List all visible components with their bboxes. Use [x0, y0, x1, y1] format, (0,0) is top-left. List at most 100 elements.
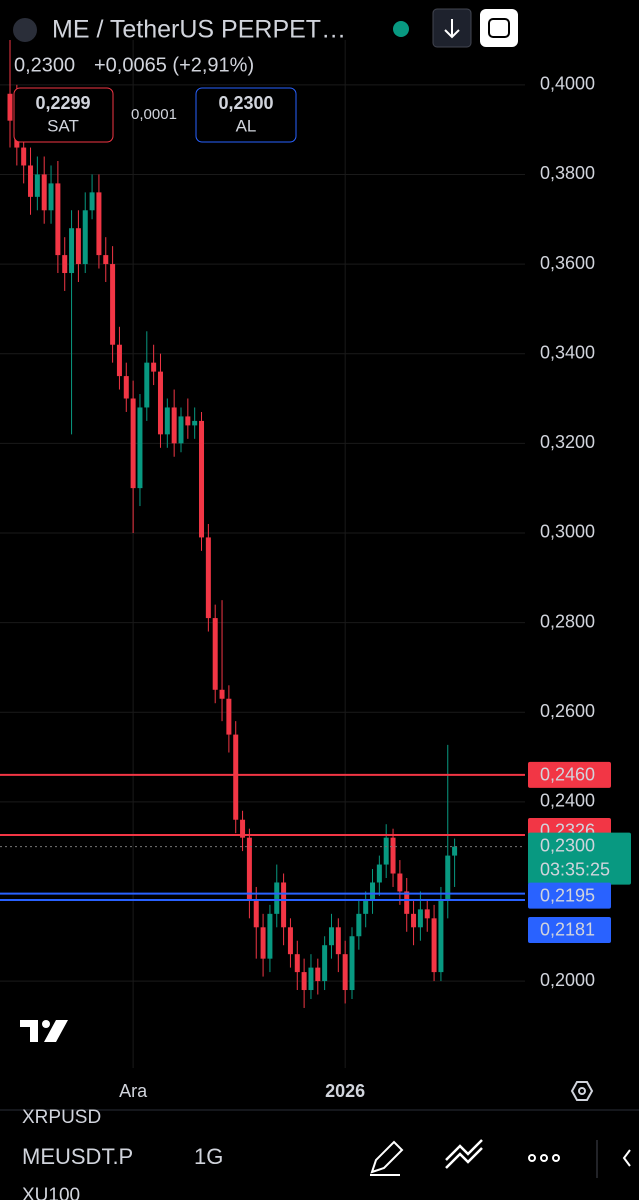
y-tick-label: 0,3600: [540, 253, 595, 273]
candle-body: [21, 147, 27, 166]
candle-body: [431, 918, 437, 973]
y-tick-label: 0,2400: [540, 791, 595, 811]
candle-body: [171, 407, 177, 444]
interval[interactable]: 1G: [194, 1144, 223, 1169]
candle-body: [308, 967, 314, 991]
download-icon: [444, 19, 460, 39]
symbol-icon[interactable]: [13, 18, 37, 42]
candle-body: [199, 420, 205, 538]
y-tick-label: 0,2000: [540, 970, 595, 990]
candle-body: [123, 376, 129, 399]
draw-tool[interactable]: [370, 1140, 404, 1176]
candle-body: [7, 93, 13, 121]
candle-body: [363, 900, 369, 914]
tv-logo: [20, 1020, 68, 1042]
axis-settings-dot: [578, 1087, 586, 1095]
y-tick-label: 0,3400: [540, 342, 595, 362]
candle-body: [137, 407, 143, 489]
sell-price: 0,2299: [35, 93, 90, 113]
countdown: 03:35:25: [540, 859, 610, 879]
candle-body: [322, 945, 328, 982]
candle-body: [151, 362, 157, 372]
candle-body: [164, 407, 170, 435]
candle-body: [144, 362, 150, 408]
axis-settings[interactable]: [570, 1081, 594, 1101]
prev-symbol[interactable]: XRPUSD: [22, 1107, 101, 1128]
candle-body: [370, 882, 376, 901]
candle-body: [28, 165, 34, 197]
price-change: +0,0065 (+2,91%): [94, 54, 254, 76]
candle-body: [253, 900, 259, 928]
spread: 0,0001: [131, 106, 177, 123]
buy-label: AL: [236, 116, 257, 135]
current-price-label: 0,2300: [540, 835, 595, 855]
candle-body: [274, 882, 280, 914]
candle-body: [417, 909, 423, 928]
sell-label: SAT: [47, 116, 79, 135]
level-label: 0,2195: [540, 885, 595, 905]
level-label-bg: [528, 916, 611, 943]
candle-body: [445, 855, 451, 901]
candle-body: [424, 909, 430, 919]
candle-body: [116, 344, 122, 377]
current-price-tag: [528, 832, 631, 885]
candle-body: [82, 210, 88, 265]
y-tick-label: 0,3800: [540, 163, 595, 183]
candle-body: [55, 183, 61, 256]
scroll-arrow[interactable]: [622, 1149, 631, 1167]
layout-button[interactable]: [480, 9, 518, 47]
candle-body: [96, 192, 102, 256]
tv-logo-dot: [42, 1020, 50, 1028]
candle-body: [301, 972, 307, 991]
candle-body: [383, 837, 389, 865]
candle-body: [233, 734, 239, 820]
symbol[interactable]: MEUSDT.P: [22, 1144, 133, 1169]
candle-body: [281, 882, 287, 928]
candle-body: [397, 873, 403, 892]
candle-body: [246, 837, 252, 901]
candle-body: [267, 913, 273, 959]
more-menu[interactable]: [528, 1154, 560, 1162]
candle-body: [212, 618, 218, 690]
candle-body: [315, 967, 321, 982]
candle-body: [34, 174, 40, 197]
candle-body: [41, 174, 47, 211]
candle-body: [349, 936, 355, 991]
candle-body: [205, 537, 211, 619]
symbol-title[interactable]: ME / TetherUS PERPET…: [52, 16, 346, 44]
y-tick-label: 0,2600: [540, 701, 595, 721]
candle-body: [452, 846, 458, 856]
candle-body: [157, 371, 163, 435]
y-tick-label: 0,3200: [540, 432, 595, 452]
y-tick-label: 0,3000: [540, 522, 595, 542]
candle-body: [62, 255, 68, 274]
next-symbol[interactable]: XU100: [22, 1185, 80, 1200]
candle-body: [240, 819, 246, 838]
candle-body: [226, 698, 232, 735]
level-label: 0,2460: [540, 765, 595, 785]
candle-body: [342, 954, 348, 991]
indicators-tool[interactable]: [445, 1139, 483, 1169]
layout-icon: [488, 18, 510, 38]
candle-body: [48, 183, 54, 211]
candle-body: [192, 420, 198, 426]
level-label-bg: [528, 761, 611, 788]
candle-body: [328, 927, 334, 946]
buy-button[interactable]: [195, 87, 297, 143]
candle-body: [185, 416, 191, 426]
level-label: 0,2181: [540, 920, 595, 940]
candle-body: [404, 891, 410, 914]
candle-body: [390, 837, 396, 874]
market-status[interactable]: [393, 21, 409, 37]
candle-body: [260, 927, 266, 959]
candle-body: [376, 864, 382, 883]
sell-button[interactable]: [13, 87, 114, 143]
candle-body: [287, 927, 293, 955]
candle-body: [438, 900, 444, 973]
candle-body: [294, 954, 300, 973]
